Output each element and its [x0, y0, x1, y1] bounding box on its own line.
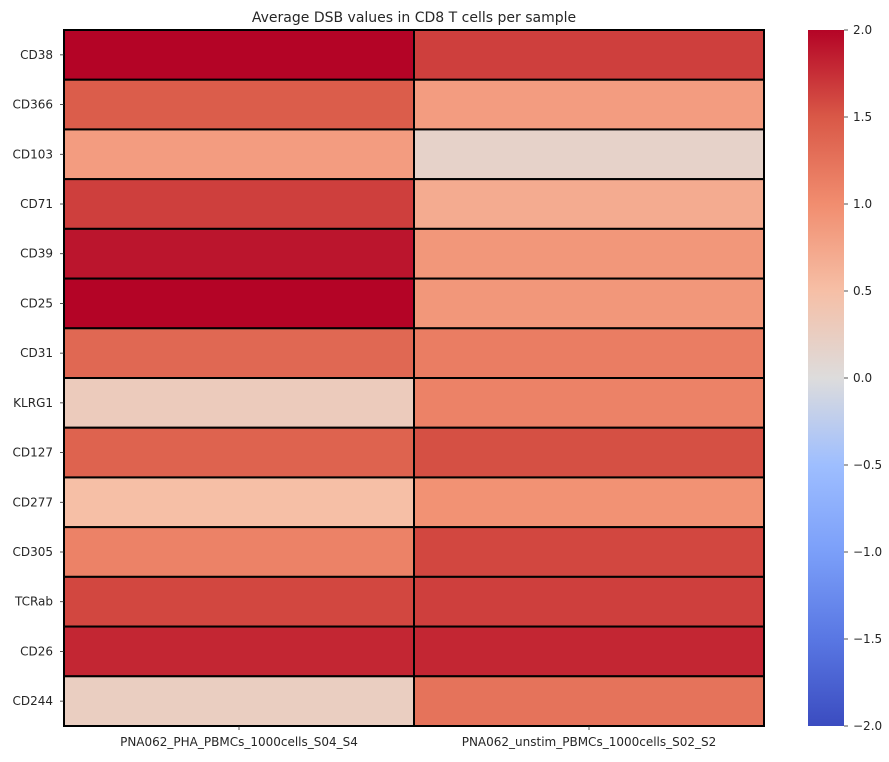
heatmap-cell-cd26-col2 [413, 625, 765, 678]
colorbar-tick-label: 2.0 [853, 23, 872, 37]
heatmap-cell-tcrab-col1 [63, 575, 415, 628]
heatmap-cell-cd277-col1 [63, 476, 415, 529]
y-tick-label: CD127 [12, 446, 53, 460]
chart-title: Average DSB values in CD8 T cells per sa… [252, 10, 576, 26]
colorbar-tick-label: 0.5 [853, 284, 872, 298]
heatmap-cell-cd244-col2 [413, 675, 765, 727]
y-tick-label: KLRG1 [13, 396, 53, 410]
heatmap-cell-cd127-col2 [413, 426, 765, 479]
colorbar: 2.0 1.5 1.0 0.5 0.0 −0.5 −1.0 −1.5 −2.0 [808, 23, 882, 733]
colorbar-tick-label: 1.0 [853, 197, 872, 211]
heatmap-cell-cd103-col1 [63, 128, 415, 181]
y-tick-label: CD277 [12, 495, 53, 509]
heatmap-cell-cd38-col1 [63, 29, 415, 81]
heatmap-cell-tcrab-col2 [413, 575, 765, 628]
heatmap-cell-klrg1-col1 [63, 377, 415, 429]
heatmap-cell-cd26-col1 [63, 625, 415, 678]
y-tick-label: CD31 [20, 346, 53, 360]
heatmap-cell-cd25-col2 [413, 277, 765, 330]
heatmap-cell-cd305-col1 [63, 526, 415, 578]
colorbar-tick-label: −0.5 [853, 458, 882, 472]
heatmap-cell-cd39-col1 [63, 227, 415, 280]
heatmap-cell-cd25-col1 [63, 277, 415, 330]
heatmap-cell-cd244-col1 [63, 675, 415, 727]
y-tick-label: CD38 [20, 48, 53, 62]
colorbar-tick-label: −1.5 [853, 632, 882, 646]
y-tick-label: CD366 [12, 98, 53, 112]
y-tick-label: CD244 [12, 694, 53, 708]
y-tick-label: CD305 [12, 545, 53, 559]
x-tick-label: PNA062_PHA_PBMCs_1000cells_S04_S4 [120, 735, 358, 749]
colorbar-ticks: 2.0 1.5 1.0 0.5 0.0 −0.5 −1.0 −1.5 −2.0 [844, 23, 882, 733]
heatmap-cell-cd31-col1 [63, 327, 415, 379]
heatmap-cell-cd39-col2 [413, 227, 765, 280]
y-tick-label: CD25 [20, 296, 53, 310]
heatmap-cell-cd38-col2 [413, 29, 765, 81]
colorbar-gradient [808, 30, 844, 726]
y-tick-label: CD103 [12, 147, 53, 161]
heatmap-cell-cd366-col1 [63, 78, 415, 131]
heatmap-cell-cd71-col1 [63, 178, 415, 230]
heatmap-cell-cd71-col2 [413, 178, 765, 230]
colorbar-tick-label: 1.5 [853, 110, 872, 124]
x-tick-labels: PNA062_PHA_PBMCs_1000cells_S04_S4 PNA062_… [120, 726, 716, 749]
heatmap-cell-cd305-col2 [413, 526, 765, 578]
heatmap-cell-cd103-col2 [413, 128, 765, 181]
heatmap-cell-cd366-col2 [413, 78, 765, 131]
y-tick-label: CD39 [20, 247, 53, 261]
y-tick-labels: CD38 CD366 CD103 CD71 CD39 CD25 CD31 KLRG1 CD127… [12, 48, 64, 708]
heatmap-cell-cd127-col1 [63, 426, 415, 479]
heatmap-cells [63, 29, 765, 727]
x-tick-label: PNA062_unstim_PBMCs_1000cells_S02_S2 [462, 735, 717, 749]
heatmap-cell-cd277-col2 [413, 476, 765, 529]
heatmap-cell-klrg1-col2 [413, 377, 765, 429]
y-tick-label: CD71 [20, 197, 53, 211]
y-tick-label: TCRab [14, 595, 53, 609]
colorbar-tick-label: −2.0 [853, 719, 882, 733]
y-tick-label: CD26 [20, 644, 53, 658]
heatmap-cell-cd31-col2 [413, 327, 765, 379]
colorbar-tick-label: −1.0 [853, 545, 882, 559]
colorbar-tick-label: 0.0 [853, 371, 872, 385]
